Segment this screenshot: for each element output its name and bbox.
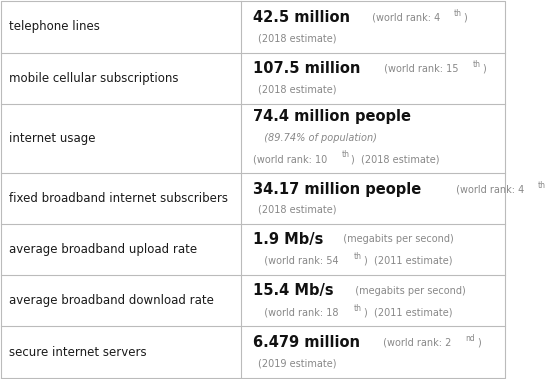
Text: th: th (354, 304, 362, 313)
Text: th: th (354, 252, 362, 262)
Text: (world rank: 4: (world rank: 4 (369, 13, 440, 23)
Text: ): ) (477, 338, 481, 348)
Text: (world rank: 15: (world rank: 15 (381, 64, 459, 74)
Text: )  (2011 estimate): ) (2011 estimate) (364, 307, 452, 317)
Text: (2018 estimate): (2018 estimate) (258, 85, 337, 94)
Text: average broadband download rate: average broadband download rate (9, 294, 214, 307)
Text: th: th (341, 150, 349, 160)
Text: telephone lines: telephone lines (9, 20, 100, 33)
Text: (megabits per second): (megabits per second) (337, 234, 454, 244)
Text: (world rank: 54: (world rank: 54 (258, 256, 339, 266)
Text: th: th (473, 60, 481, 69)
Text: (world rank: 4: (world rank: 4 (453, 184, 525, 194)
Text: fixed broadband internet subscribers: fixed broadband internet subscribers (9, 192, 228, 205)
Text: nd: nd (465, 334, 475, 343)
Text: (89.74% of population): (89.74% of population) (258, 133, 377, 143)
Text: th: th (538, 181, 546, 190)
Text: 1.9 Mb/s: 1.9 Mb/s (253, 232, 324, 247)
Text: 107.5 million: 107.5 million (253, 61, 360, 77)
Text: internet usage: internet usage (9, 132, 96, 145)
Text: 74.4 million people: 74.4 million people (253, 109, 411, 124)
Text: mobile cellular subscriptions: mobile cellular subscriptions (9, 72, 179, 85)
Text: ): ) (483, 64, 486, 74)
Text: (world rank: 18: (world rank: 18 (258, 307, 339, 317)
Text: (world rank: 10: (world rank: 10 (253, 154, 328, 164)
Text: th: th (453, 9, 461, 18)
Text: (2018 estimate): (2018 estimate) (258, 205, 337, 215)
Text: secure internet servers: secure internet servers (9, 346, 146, 359)
Text: (world rank: 2: (world rank: 2 (381, 338, 452, 348)
Text: average broadband upload rate: average broadband upload rate (9, 243, 197, 256)
Text: (2018 estimate): (2018 estimate) (258, 33, 337, 43)
Text: ): ) (463, 13, 467, 23)
Text: (2019 estimate): (2019 estimate) (258, 358, 337, 368)
Text: 15.4 Mb/s: 15.4 Mb/s (253, 283, 334, 298)
Text: )  (2018 estimate): ) (2018 estimate) (351, 154, 440, 164)
Text: 6.479 million: 6.479 million (253, 335, 360, 350)
Text: 42.5 million: 42.5 million (253, 10, 350, 25)
Text: 34.17 million people: 34.17 million people (253, 182, 422, 197)
Text: )  (2011 estimate): ) (2011 estimate) (364, 256, 452, 266)
Text: (megabits per second): (megabits per second) (349, 286, 466, 296)
